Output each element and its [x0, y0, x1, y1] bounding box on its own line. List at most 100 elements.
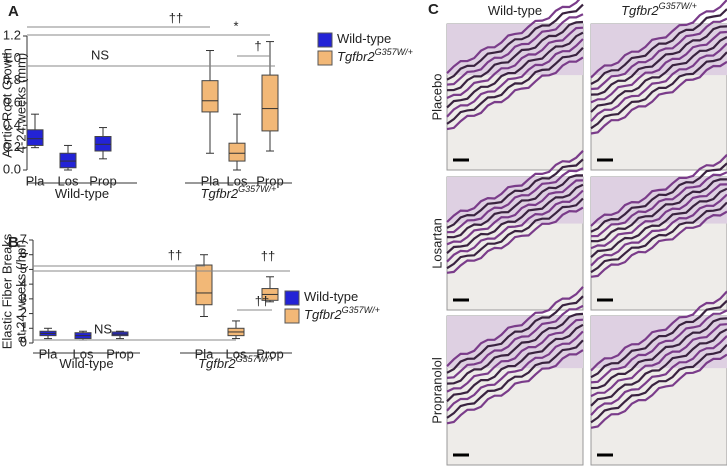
y-axis-label: Elastic Fiber Breaks	[0, 233, 14, 349]
elastic-fiber	[446, 323, 584, 403]
superscript: G357W/+	[236, 354, 274, 364]
text-part: Wild-type	[59, 356, 113, 371]
elastic-fiber	[446, 339, 584, 419]
elastic-fiber	[446, 158, 584, 229]
legend-name: Wild-type	[337, 31, 391, 46]
elastic-fiber	[446, 13, 584, 86]
significance-label: ††	[255, 293, 269, 308]
y-tick-label: 1.2	[3, 27, 21, 42]
elastic-fiber	[590, 328, 727, 407]
significance-label: ††	[169, 10, 183, 25]
box	[59, 152, 77, 169]
elastic-fiber	[590, 183, 727, 250]
elastic-fiber	[590, 201, 727, 274]
y-tick-label: 0.2	[3, 139, 21, 154]
elastic-fiber	[446, 318, 584, 393]
box	[94, 136, 112, 152]
elastic-fiber	[590, 317, 727, 390]
y-axis-label: at 24 weeks (/hpf)	[13, 240, 28, 343]
elastic-fiber	[590, 51, 727, 130]
elastic-fiber	[590, 309, 727, 384]
x-tick-label: Los	[58, 173, 79, 188]
y-tick-label: 4	[20, 276, 27, 291]
x-tick-label: Pla	[195, 346, 215, 361]
elastic-fiber	[446, 3, 584, 81]
y-tick-label: 0.6	[3, 94, 21, 109]
elastic-fiber	[446, 304, 584, 379]
elastic-fiber	[590, 210, 727, 278]
panel-label: A	[8, 3, 19, 20]
x-tick-label: Prop	[256, 346, 283, 361]
elastic-fiber	[590, 323, 727, 398]
elastic-fiber	[590, 30, 727, 104]
x-tick-label: Prop	[106, 346, 133, 361]
legend-label: Tgfbr2G357W/+	[337, 47, 413, 64]
legend-label: Wild-type	[304, 289, 358, 304]
legend-name: Tgfbr2	[337, 49, 375, 64]
elastic-fiber	[446, 330, 584, 412]
group-label: Wild-type	[55, 186, 109, 201]
elastic-fiber	[590, 36, 727, 113]
elastic-fiber	[590, 171, 727, 238]
elastic-fiber	[590, 0, 727, 79]
y-tick-label: 1.0	[3, 50, 21, 65]
elastic-fiber	[446, 167, 584, 234]
box	[195, 264, 213, 306]
y-tick-label: 7	[20, 231, 27, 246]
adventitia	[591, 24, 727, 76]
legend-name: Wild-type	[304, 289, 358, 304]
text-part: Wild-type	[488, 3, 542, 18]
legend-name: Tgfbr2	[304, 307, 342, 322]
legend-label: Wild-type	[337, 31, 391, 46]
elastic-fiber	[446, 38, 584, 118]
legend-swatch	[284, 308, 300, 324]
elastic-fiber	[446, 295, 584, 374]
row-label: Placebo	[429, 74, 444, 121]
elastic-fiber	[446, 286, 584, 367]
text-part: Wild-type	[55, 186, 109, 201]
group-label: Tgfbr2G357W/+	[201, 184, 277, 201]
legend-swatch	[284, 290, 300, 306]
text-part: Tgfbr2	[201, 186, 239, 201]
y-tick-label: 1	[20, 320, 27, 335]
superscript: G357W/+	[659, 1, 697, 11]
elastic-fiber	[590, 154, 727, 227]
row-label: Propranolol	[429, 357, 444, 424]
y-axis-label: Aortic Root Growth	[0, 48, 14, 158]
elastic-fiber	[590, 25, 727, 96]
legend-swatch	[317, 50, 333, 66]
x-tick-label: Los	[73, 346, 94, 361]
significance-label: NS	[91, 47, 109, 62]
elastic-fiber	[590, 193, 727, 267]
y-axis-label: 4-24 weeks (mm)	[13, 53, 28, 153]
elastic-fiber	[446, 0, 581, 74]
column-header: Tgfbr2G357W/+	[621, 1, 697, 18]
superscript: G357W/+	[238, 184, 276, 194]
significance-label: †	[254, 38, 261, 53]
significance-label: ††	[261, 248, 275, 263]
y-tick-label: 0.8	[3, 72, 21, 87]
superscript: G357W/+	[342, 305, 380, 315]
significance-label: *	[233, 18, 238, 33]
elastic-fiber	[446, 20, 584, 92]
elastic-fiber	[590, 353, 727, 429]
panel-label: C	[428, 1, 439, 18]
superscript: G357W/+	[375, 47, 413, 57]
box	[261, 74, 279, 132]
adventitia	[591, 316, 727, 369]
legend-label: Tgfbr2G357W/+	[304, 305, 380, 322]
legend-swatch	[317, 32, 333, 48]
x-tick-label: Prop	[89, 173, 116, 188]
elastic-fiber	[446, 183, 584, 255]
elastic-fiber	[590, 178, 727, 243]
elastic-fiber	[446, 312, 584, 385]
y-tick-label: 0.0	[3, 161, 21, 176]
elastic-fiber	[590, 187, 727, 259]
elastic-fiber	[590, 162, 727, 233]
y-tick-label: 0	[20, 334, 27, 349]
elastic-fiber	[590, 17, 727, 91]
elastic-fiber	[590, 60, 727, 135]
box	[201, 80, 219, 113]
box	[228, 142, 246, 162]
